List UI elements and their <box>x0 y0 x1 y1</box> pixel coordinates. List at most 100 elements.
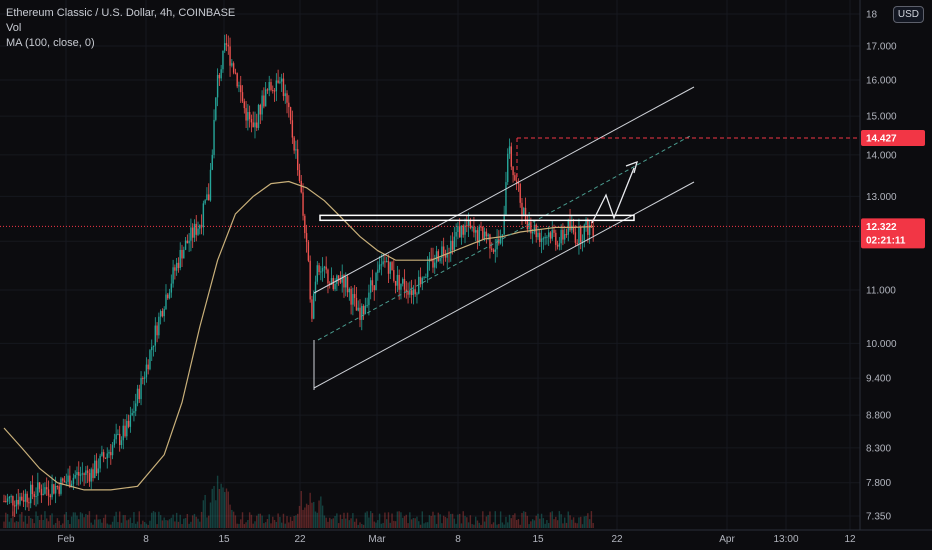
candle-body <box>533 224 536 232</box>
candle-body <box>21 496 23 501</box>
y-tick-label: 14.000 <box>866 150 897 161</box>
volume-bar <box>496 524 498 528</box>
volume-bar <box>108 524 110 528</box>
candle-body <box>475 230 477 233</box>
volume-bar <box>195 516 197 528</box>
candle-body <box>124 425 126 437</box>
volume-bar <box>464 515 466 528</box>
volume-bar <box>377 520 379 528</box>
volume-bar <box>202 500 205 528</box>
candle-body <box>190 227 192 241</box>
volume-bar <box>409 512 411 528</box>
symbol-title[interactable]: Ethereum Classic / U.S. Dollar, 4h, COIN… <box>6 7 236 19</box>
volume-bar <box>537 513 539 528</box>
volume-bar <box>410 519 413 528</box>
volume-bar <box>286 516 288 528</box>
volume-bar <box>387 512 390 528</box>
volume-bar <box>505 516 507 528</box>
candle-body <box>471 226 473 229</box>
candle-body <box>435 251 438 263</box>
candle-body <box>380 264 383 266</box>
x-tick-label: 8 <box>143 534 149 545</box>
volume-bar <box>430 515 432 528</box>
volume-bar <box>282 513 285 528</box>
volume-bar <box>110 524 112 528</box>
volume-bar <box>158 511 160 528</box>
candle-body <box>491 248 493 250</box>
volume-bar <box>197 518 199 528</box>
candle-body <box>101 452 103 456</box>
candle-body <box>368 292 370 306</box>
volume-bar <box>227 491 229 528</box>
volume-bar <box>535 515 537 528</box>
candle-body <box>330 278 333 285</box>
candle-body <box>204 200 206 204</box>
volume-bar <box>46 518 48 528</box>
candle-body <box>378 264 381 270</box>
currency-button[interactable]: USD <box>892 6 924 23</box>
volume-bar <box>466 517 468 528</box>
candle-body <box>38 482 41 489</box>
volume-bar <box>524 511 527 528</box>
volume-bar <box>175 512 178 528</box>
volume-bar <box>530 521 532 528</box>
volume-bar <box>13 522 16 528</box>
candle-body <box>181 249 183 259</box>
volume-bar <box>26 523 28 528</box>
price-tag <box>861 129 925 146</box>
volume-bar <box>142 520 144 528</box>
candle-body <box>229 46 231 66</box>
candle-body <box>526 219 529 230</box>
candle-body <box>439 257 441 262</box>
candle-body <box>469 220 472 229</box>
candle-body <box>40 488 43 496</box>
vol-indicator-label[interactable]: Vol <box>6 22 22 34</box>
volume-bar <box>291 520 294 528</box>
volume-bar <box>345 518 347 528</box>
candle-body <box>193 223 196 238</box>
volume-bar <box>88 511 91 528</box>
candle-body <box>177 262 180 268</box>
candle-body <box>175 262 178 271</box>
volume-bar <box>515 519 518 528</box>
volume-bar <box>558 511 561 528</box>
ma-indicator-label[interactable]: MA (100, close, 0) <box>6 37 95 49</box>
candle-body <box>414 289 416 295</box>
candle-body <box>220 69 222 79</box>
price-axis[interactable]: 7.350 7.800 8.300 8.800 9.400 10.000 11.000 12.… <box>866 9 897 522</box>
candle-body <box>28 502 30 504</box>
candle-body <box>320 271 322 273</box>
volume-bar <box>211 488 213 528</box>
volume-bar <box>191 515 194 528</box>
candle-body <box>49 495 51 498</box>
volume-bar <box>76 515 78 528</box>
volume-bar <box>334 515 336 528</box>
volume-bar <box>562 523 564 528</box>
candle-body <box>138 388 140 400</box>
candle-body <box>8 496 11 499</box>
volume-bar <box>161 520 164 528</box>
volume-bar <box>341 518 343 528</box>
volume-bar <box>544 523 546 528</box>
candle-body <box>24 493 27 502</box>
volume-bar <box>533 520 536 528</box>
candle-body <box>143 377 146 379</box>
candle-body <box>161 311 164 317</box>
candle-body <box>564 234 566 240</box>
candle-body <box>391 262 393 271</box>
candle-body <box>154 325 156 346</box>
volume-bar <box>172 514 174 528</box>
time-axis[interactable]: Feb 8 15 22 Mar 8 15 22 Apr 13:00 12 <box>57 534 856 545</box>
candle-body <box>15 499 18 507</box>
volume-bar <box>320 496 322 528</box>
volume-bar <box>204 494 206 528</box>
y-tick-label: 10.000 <box>866 339 897 350</box>
volume-bar <box>53 524 55 528</box>
y-tick-label: 8.300 <box>866 443 891 454</box>
volume-bar <box>135 523 137 528</box>
volume-bar <box>200 511 203 528</box>
candle-body <box>240 85 242 93</box>
candle-body <box>581 240 584 243</box>
volume-bar <box>441 523 443 528</box>
